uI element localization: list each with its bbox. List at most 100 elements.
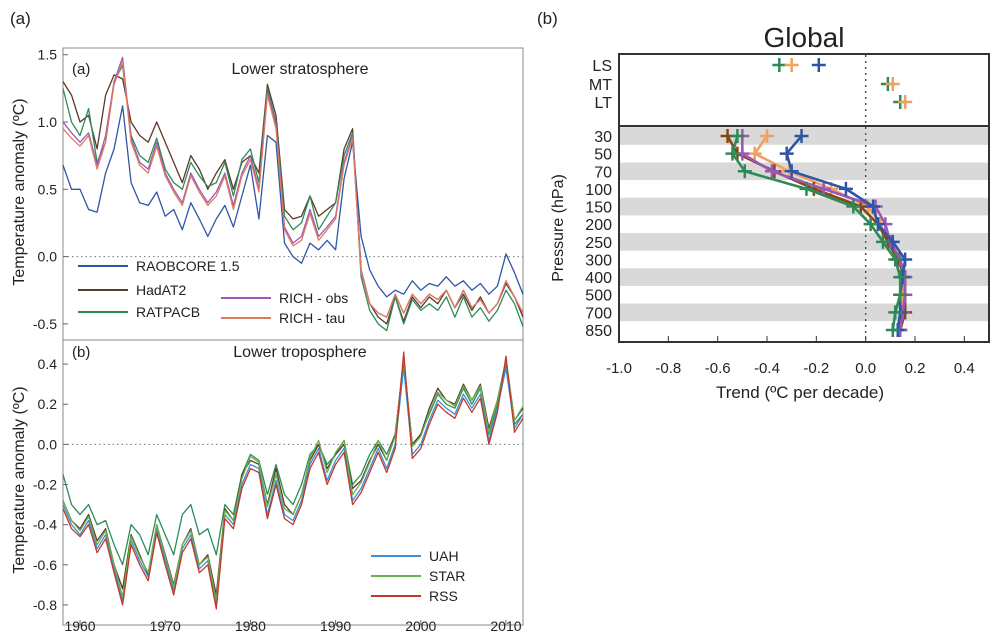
shaded-band: [620, 197, 988, 216]
y-tick-label: -0.5: [33, 316, 57, 332]
trend-marker: [725, 146, 740, 161]
layer-trend-marker: [811, 58, 826, 72]
y-tick-label: -0.4: [33, 517, 57, 533]
trend-marker: [863, 217, 878, 232]
x-tick-label: 1960: [64, 618, 95, 634]
series-line: [62, 351, 524, 610]
plot-frame: [62, 339, 524, 626]
x-tick-label: 0.2: [905, 360, 926, 377]
trend-marker: [885, 323, 900, 337]
x-tick-label: -0.2: [803, 360, 829, 377]
series-line: [62, 357, 524, 602]
trend-marker: [747, 146, 762, 161]
shaded-band: [620, 268, 988, 286]
x-tick-label: 2010: [490, 618, 521, 634]
y-tick-label: -0.2: [33, 477, 57, 493]
chart-title: Global: [764, 22, 845, 53]
layer-trend-marker: [784, 58, 799, 72]
pressure-level-label: 850: [585, 323, 612, 340]
y-tick-label: 0.0: [38, 249, 58, 265]
subpanel-label: (b): [72, 344, 90, 361]
trend-marker: [838, 181, 853, 196]
series-line: [62, 56, 524, 318]
series-line: [62, 363, 524, 566]
x-tick-label: -0.4: [754, 360, 780, 377]
layer-label: LS: [592, 58, 612, 75]
pressure-level-label: 70: [594, 164, 612, 181]
trend-marker: [737, 164, 752, 179]
shaded-band: [620, 233, 988, 251]
layer-trend-marker: [772, 58, 787, 72]
trend-marker: [760, 129, 774, 143]
legend-label: RATPACB: [136, 304, 200, 320]
x-tick-label: 1970: [150, 618, 181, 634]
legend-label: UAH: [429, 548, 459, 564]
pressure-level-label: 700: [585, 305, 612, 322]
y-tick-label: 1.0: [38, 114, 58, 130]
x-axis-label: Trend (ºC per decade): [716, 383, 884, 402]
layer-label: MT: [589, 77, 612, 94]
trend-marker: [816, 181, 831, 196]
y-tick-label: 0.2: [38, 396, 58, 412]
legend-label: RAOBCORE 1.5: [136, 258, 240, 274]
x-tick-label: 0.4: [954, 360, 975, 377]
y-tick-label: 0.4: [38, 356, 58, 372]
x-tick-label: 1990: [320, 618, 351, 634]
y-tick-label: 0.5: [38, 181, 58, 197]
trend-marker: [799, 181, 814, 196]
pressure-level-label: 200: [585, 217, 612, 234]
series-line: [62, 105, 524, 298]
x-tick-label: -1.0: [606, 360, 632, 377]
subpanel-label: (a): [72, 61, 90, 78]
series-line: [62, 60, 524, 318]
shaded-band: [620, 303, 988, 322]
pressure-level-label: 400: [585, 270, 612, 287]
trend-marker: [888, 252, 903, 267]
trend-marker: [764, 164, 779, 179]
trend-marker: [784, 164, 799, 179]
legend-label: HadAT2: [136, 282, 187, 298]
trend-marker: [846, 199, 861, 214]
layer-trend-marker: [898, 95, 913, 109]
trend-marker: [888, 305, 903, 320]
pressure-level-label: 30: [594, 129, 612, 146]
y-axis-label: Pressure (hPa): [550, 174, 567, 282]
pressure-level-label: 300: [585, 252, 612, 269]
layer-trend-marker: [885, 77, 900, 91]
pressure-level-label: 50: [594, 147, 612, 164]
trend-marker: [779, 146, 794, 161]
y-tick-label: -0.8: [33, 597, 57, 613]
legend-label: RSS: [429, 588, 458, 604]
legend-label: RICH - obs: [279, 290, 348, 306]
chart-lower-stratosphere: (a) Lower stratosphere Temperature anoma…: [11, 47, 524, 341]
x-tick-label: 1980: [235, 618, 266, 634]
plot-frame: [618, 53, 990, 343]
chart-lower-troposphere: (b) Lower troposphere Temperature anomal…: [11, 339, 524, 634]
trend-marker: [875, 234, 890, 249]
y-tick-label: 1.5: [38, 47, 58, 63]
shaded-band: [620, 162, 988, 181]
series-line: [62, 74, 524, 325]
panel-b-label: (b): [537, 9, 558, 28]
y-tick-label: 0.0: [38, 436, 58, 452]
panel-a-label: (a): [10, 9, 31, 28]
legend-label: RICH - tau: [279, 310, 345, 326]
x-tick-label: -0.8: [655, 360, 681, 377]
series-line: [62, 367, 524, 606]
trend-marker: [794, 129, 809, 143]
trend-marker: [893, 270, 908, 285]
x-tick-label: -0.6: [705, 360, 731, 377]
series-line: [62, 64, 524, 332]
y-axis-label: Temperature anomaly (ºC): [11, 98, 28, 285]
layer-label: LT: [595, 95, 613, 112]
x-tick-label: 2000: [405, 618, 436, 634]
y-tick-label: -0.6: [33, 557, 57, 573]
chart-title: Lower troposphere: [233, 344, 367, 361]
pressure-level-label: 500: [585, 288, 612, 305]
legend-label: STAR: [429, 568, 465, 584]
pressure-level-label: 150: [585, 200, 612, 217]
trend-marker: [893, 287, 908, 302]
trend-marker: [730, 129, 745, 143]
chart-global-trends: Global Pressure (hPa) Trend (ºC per deca…: [550, 22, 990, 402]
